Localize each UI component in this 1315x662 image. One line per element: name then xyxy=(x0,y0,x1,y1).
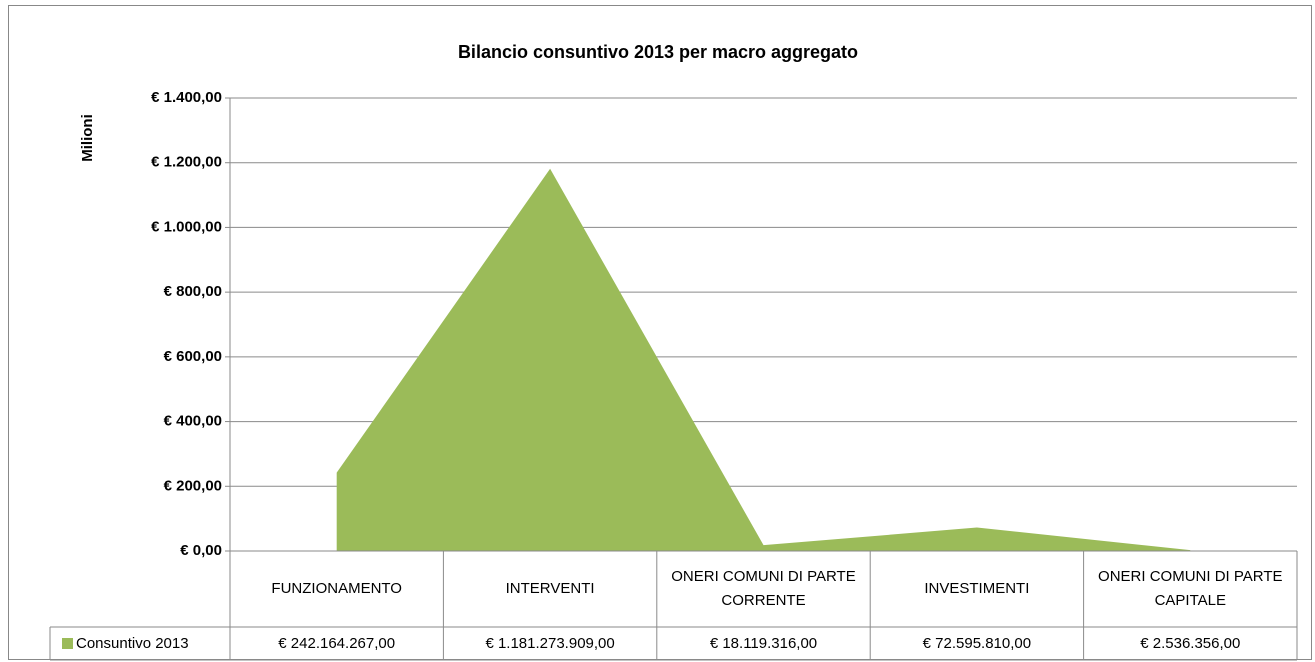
y-axis-label: Milioni xyxy=(79,114,96,162)
legend-key xyxy=(62,638,73,649)
legend-label: Consuntivo 2013 xyxy=(76,634,189,652)
data-label: € 18.119.316,00 xyxy=(709,634,818,652)
x-tick-label: FUNZIONAMENTO xyxy=(271,580,402,597)
y-tick-label: € 800,00 xyxy=(164,283,222,300)
data-label: € 242.164.267,00 xyxy=(278,634,396,652)
y-tick-label: € 200,00 xyxy=(164,477,222,494)
x-tick-label: ONERI COMUNI DI PARTE CAPITALE xyxy=(1098,568,1283,609)
data-label: € 2.536.356,00 xyxy=(1140,634,1241,652)
y-tick-label: € 1.000,00 xyxy=(151,218,222,235)
area xyxy=(336,168,1191,552)
data-label: € 1.181.273.909,00 xyxy=(485,634,615,652)
y-tick-label: € 600,00 xyxy=(164,348,222,365)
y-tick-label: € 400,00 xyxy=(164,413,222,430)
x-tick-label: ONERI COMUNI DI PARTE CORRENTE xyxy=(671,568,856,609)
chart-title: Bilancio consuntivo 2013 per macro aggre… xyxy=(458,42,858,62)
y-tick-label: € 1.200,00 xyxy=(151,154,222,171)
x-tick-label: INTERVENTI xyxy=(505,580,595,597)
data-label: € 72.595.810,00 xyxy=(922,634,1032,652)
x-tick-label: INVESTIMENTI xyxy=(924,580,1030,597)
y-tick-label: € 0,00 xyxy=(180,542,222,559)
y-tick-label: € 1.400,00 xyxy=(151,89,222,106)
